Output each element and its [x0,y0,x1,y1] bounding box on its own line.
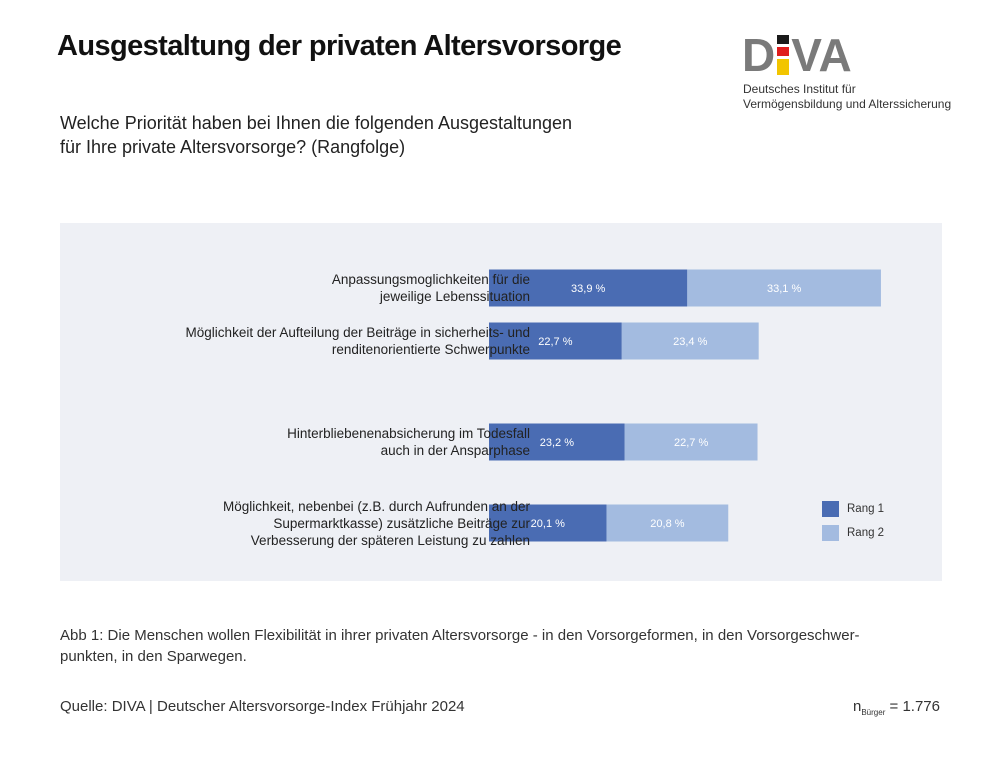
category-label-4-line-1: Möglichkeit, nebenbei (z.B. durch Aufrun… [223,498,530,514]
subtitle-line-1: Welche Priorität haben bei Ihnen die fol… [60,113,573,133]
sample-subscript: Bürger [861,708,886,717]
chart-title: Ausgestaltung der privaten Altersvorsorg… [57,30,622,62]
data-label-rang1-1: 33,9 % [571,283,605,295]
category-label-2-line-1: Möglichkeit der Aufteilung der Beiträge … [185,325,530,340]
chart-subtitle: Welche Priorität haben bei Ihnen die fol… [60,111,660,159]
bar-rang2-1 [687,269,881,307]
logo-name-line-2: Vermögensbildung und Alterssicherung [743,97,952,111]
legend-item-2: Rang 2 [822,525,884,541]
diva-logo: D VA Deutsches Institut für Vermögensbil… [740,29,970,113]
category-label-3-line-2: auch in der Ansparphase [380,443,530,458]
data-label-rang2-1: 33,1 % [767,283,801,295]
bar-rang2-3 [624,423,758,461]
caption-line-2: punkten, in den Sparwegen. [60,648,247,665]
category-label-3: Hinterbliebenenabsicherung im Todesfall a… [130,425,530,459]
logo-institute-name: Deutsches Institut für Vermögensbildung … [743,82,951,112]
bar-rang1-3 [489,423,625,461]
category-label-4: Möglichkeit, nebenbei (z.B. durch Aufrun… [130,498,530,549]
category-label-2-line-2: renditenorientierte Schwerpunkte [331,342,530,357]
bar-rang2-4 [606,504,729,542]
figure-caption: Abb 1: Die Menschen wollen Flexibilität … [60,625,950,667]
bar-rang1-4 [489,504,607,542]
sample-size: nBürger = 1.776 [853,698,940,717]
sample-prefix: n [853,698,862,715]
bar-rang1-1 [489,269,688,307]
category-label-4-line-2: Supermarktkasse) zusätzliche Beiträge zu… [273,515,530,531]
bar-chart: 33,9 % 33,1 % 22,7 % 23,4 % 23,2 % 22,7 % 20,1… [489,269,881,542]
source-note: Quelle: DIVA | Deutscher Altersvorsorge-… [60,698,465,715]
bar-rang2-2 [621,322,759,360]
category-label-3-line-1: Hinterbliebenenabsicherung im Todesfall [287,426,530,441]
legend-item-1: Rang 1 [822,501,884,517]
sample-value: = 1.776 [889,698,940,715]
legend-swatch-1 [822,501,839,517]
legend-label-1: Rang 1 [847,503,885,515]
category-label-2: Möglichkeit der Aufteilung der Beiträge … [130,324,530,358]
logo-flag-icon [777,33,790,77]
category-label-4-line-3: Verbesserung der späteren Leistung zu za… [250,532,530,548]
logo-wordmark: D VA [742,29,852,81]
data-label-rang2-3: 22,7 % [674,437,708,449]
category-label-1: Anpassungsmoglichkeiten für die jeweilige… [130,271,530,305]
data-label-rang2-4: 20,8 % [650,518,684,530]
legend-swatch-2 [822,525,839,541]
data-label-rang2-2: 23,4 % [673,336,707,348]
category-label-1-line-1: Anpassungsmoglichkeiten für die [331,272,530,287]
subtitle-line-2: für Ihre private Altersvorsorge? (Rangfo… [60,137,406,157]
data-label-rang1-2: 22,7 % [538,336,572,348]
caption-line-1: Abb 1: Die Menschen wollen Flexibilität … [60,627,860,644]
data-label-rang1-4: 20,1 % [531,518,565,530]
logo-letters-left: D [742,29,776,81]
category-label-1-line-2: jeweilige Lebenssituation [379,289,530,304]
logo-name-line-1: Deutsches Institut für [743,82,856,96]
logo-letters-right: VA [791,29,852,81]
data-label-rang1-3: 23,2 % [540,437,574,449]
chart-panel: 33,9 % 33,1 % 22,7 % 23,4 % 23,2 % 22,7 % 20,1… [60,223,942,581]
bar-rang1-2 [489,322,622,360]
chart-legend: Rang 1 Rang 2 [822,501,884,549]
legend-label-2: Rang 2 [847,527,885,539]
